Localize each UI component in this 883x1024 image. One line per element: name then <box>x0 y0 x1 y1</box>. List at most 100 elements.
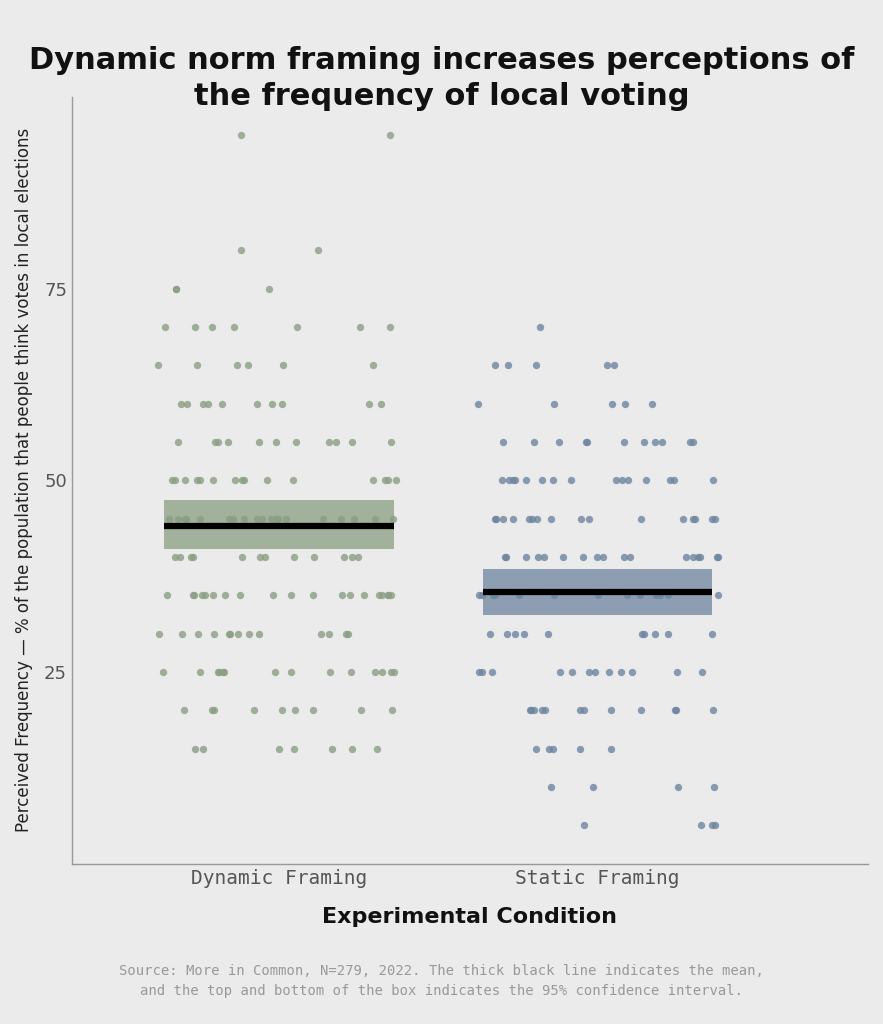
Point <box>306 702 320 719</box>
Point <box>691 549 706 565</box>
Point <box>564 472 578 488</box>
Point <box>345 740 359 757</box>
Point <box>230 626 245 642</box>
Point <box>381 587 395 603</box>
Point <box>160 587 174 603</box>
Point <box>205 318 219 335</box>
Point <box>487 587 502 603</box>
Point <box>193 511 208 527</box>
Point <box>381 472 395 488</box>
Point <box>622 472 636 488</box>
Point <box>577 702 591 719</box>
Point <box>686 434 700 451</box>
Point <box>375 664 389 680</box>
Point <box>688 511 702 527</box>
Point <box>191 626 205 642</box>
Point <box>669 664 683 680</box>
Point <box>485 664 499 680</box>
Point <box>215 664 230 680</box>
Point <box>286 472 300 488</box>
Point <box>289 434 303 451</box>
Point <box>710 549 724 565</box>
Point <box>279 511 293 527</box>
Point <box>284 587 298 603</box>
Point <box>617 434 631 451</box>
Point <box>596 549 610 565</box>
Point <box>637 434 651 451</box>
Point <box>535 702 549 719</box>
Point <box>275 702 289 719</box>
Point <box>506 511 520 527</box>
Point <box>275 395 289 412</box>
Point <box>639 472 653 488</box>
Point <box>228 472 242 488</box>
Point <box>173 549 187 565</box>
Point <box>706 626 720 642</box>
Point <box>574 511 588 527</box>
Point <box>532 318 547 335</box>
Point <box>269 434 283 451</box>
Point <box>634 511 648 527</box>
Point <box>271 511 285 527</box>
Point <box>354 702 368 719</box>
Point <box>472 395 486 412</box>
Point <box>190 472 204 488</box>
Point <box>370 740 384 757</box>
Point <box>215 395 229 412</box>
Point <box>527 434 541 451</box>
Point <box>368 511 382 527</box>
Point <box>287 740 301 757</box>
Point <box>351 549 365 565</box>
Point <box>604 702 618 719</box>
Point <box>634 702 648 719</box>
Point <box>266 587 280 603</box>
Point <box>668 702 682 719</box>
Point <box>580 434 594 451</box>
X-axis label: Experimental Condition: Experimental Condition <box>322 907 617 927</box>
Point <box>624 664 638 680</box>
Point <box>212 664 226 680</box>
Point <box>264 511 278 527</box>
Point <box>186 587 200 603</box>
Point <box>258 549 272 565</box>
Point <box>221 434 235 451</box>
Point <box>711 587 725 603</box>
Point <box>168 549 182 565</box>
Point <box>201 395 215 412</box>
Point <box>614 664 628 680</box>
Point <box>711 549 725 565</box>
Point <box>472 664 487 680</box>
Point <box>501 626 515 642</box>
Point <box>222 511 236 527</box>
Point <box>253 549 268 565</box>
Point <box>635 626 649 642</box>
Point <box>648 434 662 451</box>
Point <box>577 549 591 565</box>
Point <box>284 664 298 680</box>
Point <box>260 472 274 488</box>
Point <box>588 664 602 680</box>
Point <box>230 357 245 374</box>
Point <box>184 549 198 565</box>
Point <box>385 702 399 719</box>
Point <box>487 587 501 603</box>
Point <box>211 664 225 680</box>
Point <box>199 587 213 603</box>
Point <box>653 587 667 603</box>
Point <box>235 549 249 565</box>
Point <box>675 511 690 527</box>
Point <box>707 511 721 527</box>
Point <box>633 587 647 603</box>
Point <box>475 664 489 680</box>
Point <box>564 664 578 680</box>
Point <box>196 740 210 757</box>
Point <box>291 318 305 335</box>
Point <box>158 318 172 335</box>
Point <box>250 511 264 527</box>
Point <box>233 587 247 603</box>
Point <box>686 511 700 527</box>
Point <box>383 127 397 143</box>
Point <box>542 740 556 757</box>
Point <box>535 472 549 488</box>
Point <box>206 587 220 603</box>
